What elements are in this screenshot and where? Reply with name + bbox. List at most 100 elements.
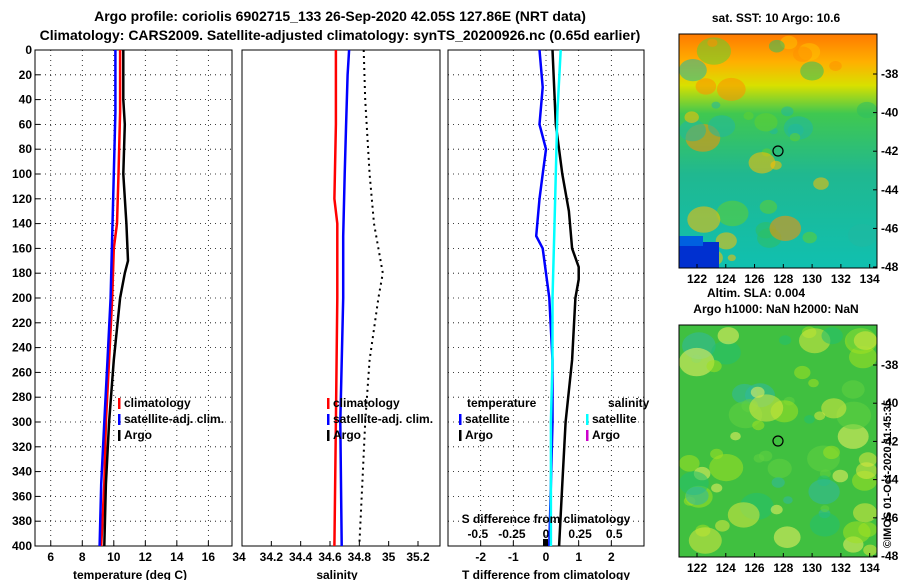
map-blob	[688, 527, 722, 554]
map-y-tick-label: -42	[881, 434, 899, 448]
difference-series	[534, 49, 580, 547]
legend-swatch	[459, 414, 462, 425]
map-x-tick-label: 126	[745, 272, 765, 286]
map-blob	[770, 504, 783, 515]
series-line-satellite-adj-clim-	[98, 50, 117, 547]
map-blob	[802, 231, 817, 244]
depth-tick-label: 380	[12, 514, 32, 528]
x-tick-label: 1	[575, 550, 582, 564]
map-blob	[715, 520, 730, 532]
legend-swatch	[459, 430, 462, 441]
difference-grid	[448, 50, 644, 546]
depth-tick-label: 240	[12, 341, 32, 355]
x-tick-label: 2	[608, 550, 615, 564]
map-blob	[821, 327, 843, 345]
legend-label: temperature	[467, 396, 537, 410]
map-blob	[841, 380, 865, 399]
figure-title-line2: Climatology: CARS2009. Satellite-adjuste…	[40, 27, 641, 43]
legend-label: Argo	[124, 428, 152, 442]
map-y-tick-label: -48	[881, 549, 899, 563]
salinity-series	[333, 49, 384, 547]
map-blob	[679, 119, 706, 142]
s-diff-tick-label: 0.5	[606, 527, 623, 541]
legend-label: satellite	[465, 412, 510, 426]
map-x-tick-label: 122	[687, 272, 707, 286]
legend-label: climatology	[124, 396, 191, 410]
x-tick-label: 34.4	[289, 550, 313, 564]
series-line-argo	[103, 50, 130, 547]
sst-profile-location-marker	[772, 145, 784, 157]
map-x-tick-label: 132	[831, 272, 851, 286]
x-tick-label: -1	[508, 550, 519, 564]
s-diff-tick-label: 0	[543, 527, 550, 541]
map-y-tick-label: -38	[881, 67, 899, 81]
sst-cold-patch	[679, 242, 719, 268]
legend-label: climatology	[333, 396, 400, 410]
legend-label: Argo	[592, 428, 620, 442]
map-blob	[781, 106, 794, 117]
x-tick-label: 10	[107, 550, 121, 564]
x-tick-label: 35	[382, 550, 396, 564]
series-line-climatology	[99, 50, 122, 547]
legend-swatch	[118, 398, 121, 409]
sla-profile-location-marker	[772, 435, 784, 447]
salinity-panel: 34.2 34.4 34.6 34.8 35 35.2 climatology satell…	[241, 49, 441, 582]
map-blob	[820, 505, 830, 513]
depth-tick-label: 180	[12, 266, 32, 280]
map-blob	[768, 39, 785, 53]
map-blob	[809, 512, 840, 537]
x-tick-label: 12	[139, 550, 153, 564]
map-x-tick-label: 134	[860, 272, 880, 286]
map-blob	[789, 133, 801, 142]
map-blob	[695, 78, 717, 95]
difference-xlabel: T difference from climatology	[462, 568, 630, 580]
map-blob	[759, 199, 778, 214]
series-line-climatology	[333, 50, 339, 547]
map-blob	[808, 479, 840, 505]
map-blob	[743, 111, 754, 120]
map-y-tick-label: -44	[881, 473, 899, 487]
map-blob	[752, 420, 765, 431]
depth-tick-label: 260	[12, 365, 32, 379]
map-x-tick-label: 128	[773, 561, 793, 575]
map-blob	[779, 335, 792, 346]
map-blob	[727, 254, 736, 262]
map-x-tick-label: 132	[831, 561, 851, 575]
map-blob	[709, 454, 744, 482]
legend-swatch	[327, 430, 330, 441]
sst-map-texture	[679, 35, 878, 266]
depth-tick-label: 360	[12, 489, 32, 503]
legend-label: Argo	[333, 428, 361, 442]
series-line-argo	[358, 49, 384, 547]
sla-map-title-1: Altim. SLA: 0.004	[707, 286, 805, 300]
difference-axes-frame	[447, 49, 645, 547]
map-blob	[837, 424, 869, 449]
map-blob	[793, 46, 813, 62]
map-blob	[771, 477, 785, 488]
map-blob	[783, 116, 814, 140]
map-blob	[730, 432, 741, 441]
map-blob	[823, 445, 840, 460]
s-diff-tick-label: -0.5	[467, 527, 488, 541]
map-y-tick-label: -46	[881, 221, 899, 235]
map-blob	[773, 526, 801, 548]
depth-tick-label: 160	[12, 241, 32, 255]
sla-map: Altim. SLA: 0.004 Argo h1000: NaN h2000:…	[678, 286, 899, 575]
temperature-series	[98, 50, 130, 547]
depth-tick-label: 140	[12, 217, 32, 231]
map-x-tick-label: 124	[716, 272, 736, 286]
map-blob	[717, 327, 739, 345]
map-blob	[843, 521, 871, 544]
map-blob	[800, 61, 824, 81]
depth-tick-label: 200	[12, 291, 32, 305]
map-blob	[687, 206, 721, 233]
map-blob	[856, 462, 877, 479]
map-y-tick-label: -38	[881, 358, 899, 372]
sst-map-title: sat. SST: 10 Argo: 10.6	[712, 11, 841, 25]
map-blob	[753, 454, 765, 463]
map-x-tick-label: 128	[773, 272, 793, 286]
s-diff-tick-label: 0.25	[568, 527, 592, 541]
temperature-panel: 0 20 40 60 80 100 120 140 160 180 200 220 240 260 280 3…	[12, 43, 246, 582]
map-blob	[849, 345, 877, 369]
map-x-tick-label: 124	[716, 561, 736, 575]
